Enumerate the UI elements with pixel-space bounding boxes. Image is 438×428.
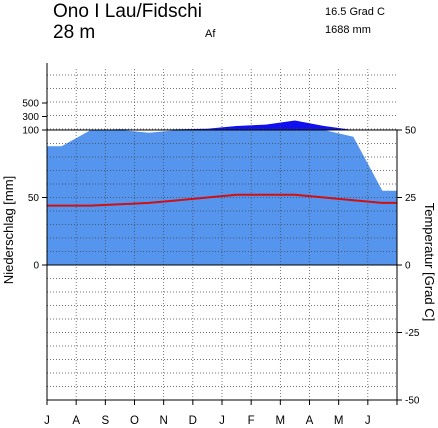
- annual-precipitation: 1688 mm: [325, 24, 371, 36]
- temperature-line: [47, 193, 397, 207]
- month-label: A: [72, 415, 80, 427]
- month-label: M: [276, 415, 286, 427]
- station-name: Ono I Lau/Fidschi: [53, 1, 202, 22]
- month-label: A: [306, 415, 314, 427]
- perhumid-area: [47, 120, 397, 130]
- climate-class: Af: [205, 28, 216, 40]
- mean-temperature: 16.5 Grad C: [325, 6, 385, 18]
- month-label: J: [219, 415, 225, 427]
- station-elevation: 28 m: [53, 22, 95, 43]
- month-label: O: [130, 415, 139, 427]
- precip-tick-label: 0: [33, 261, 39, 272]
- temp-tick-label: 25: [405, 193, 417, 204]
- precip-tick-label: 50: [28, 193, 40, 204]
- month-label: D: [189, 415, 197, 427]
- precip-tick-label: 300: [22, 112, 39, 123]
- temp-tick-label: 50: [405, 126, 417, 137]
- month-label: J: [44, 415, 50, 427]
- month-label: J: [365, 415, 371, 427]
- month-label: F: [248, 415, 255, 427]
- temp-tick-label: -50: [405, 396, 420, 407]
- precip-tick-label: 100: [22, 126, 39, 137]
- month-label: S: [101, 415, 109, 427]
- precip-tick-label: 500: [22, 99, 39, 110]
- month-label: M: [334, 415, 344, 427]
- precip-axis-title: Niederschlag [mm]: [1, 176, 16, 284]
- grid: [47, 69, 397, 400]
- temp-tick-label: 0: [405, 261, 411, 272]
- month-label: N: [160, 415, 168, 427]
- temp-axis-title: Temperatur [Grad C]: [422, 203, 437, 322]
- plot-area: 300 500 0 50 100 50 25 0 -25 -50 J A S O N D J F M A M J: [22, 63, 420, 427]
- temp-tick-label: -25: [405, 328, 420, 339]
